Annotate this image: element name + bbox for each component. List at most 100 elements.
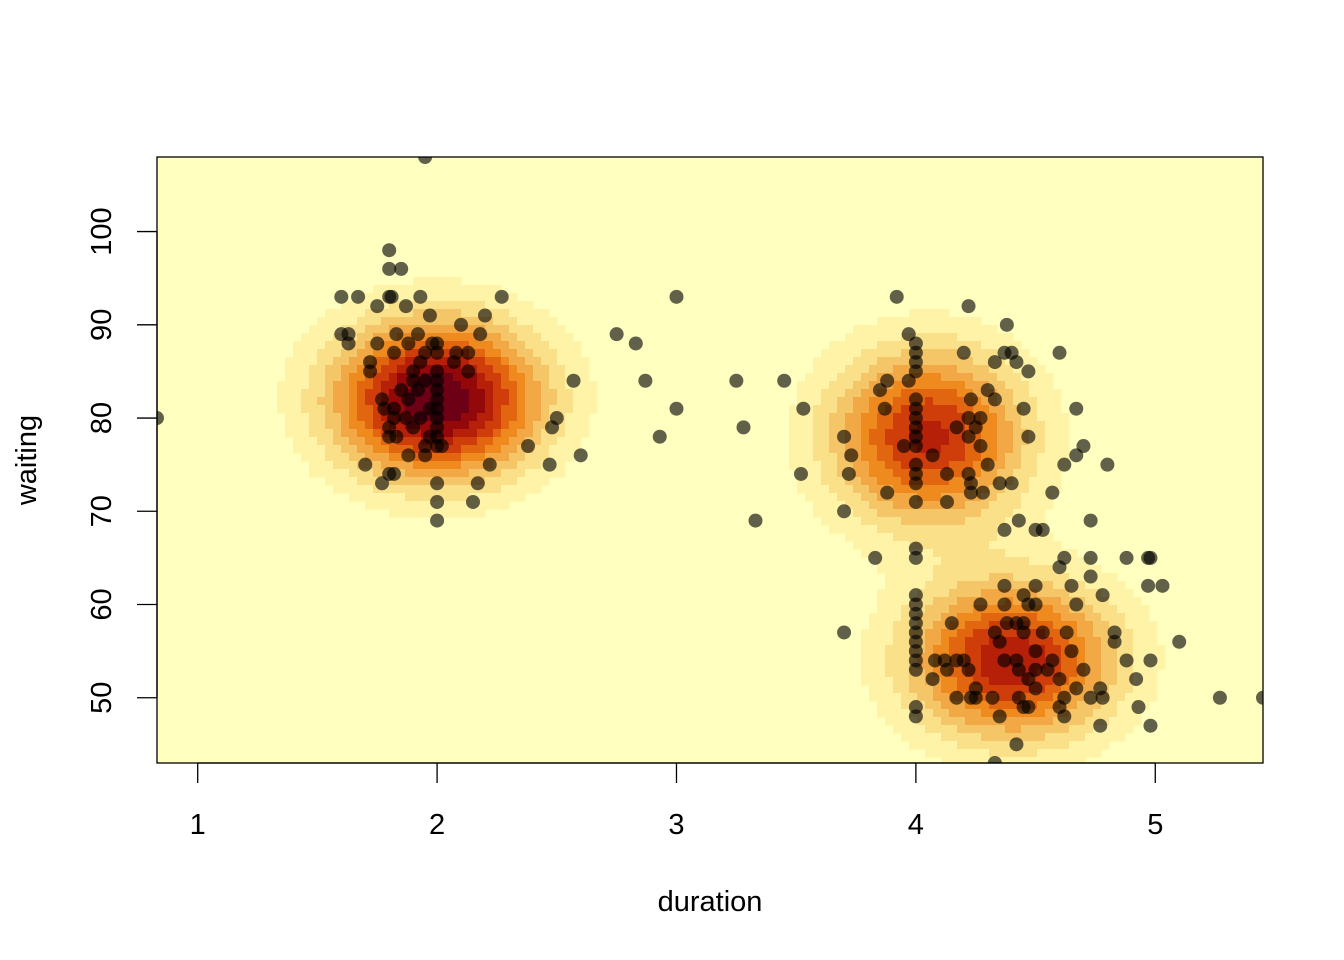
- density-cell: [981, 405, 990, 414]
- density-cell: [1053, 733, 1062, 742]
- density-cell: [373, 389, 382, 398]
- density-cell: [989, 405, 998, 414]
- density-cell: [933, 405, 942, 414]
- density-cell: [469, 453, 478, 462]
- density-cell: [957, 469, 966, 478]
- density-cell: [965, 629, 974, 638]
- density-cell: [373, 429, 382, 438]
- density-cell: [509, 317, 518, 326]
- density-cell: [397, 461, 406, 470]
- density-cell: [837, 445, 846, 454]
- density-cell: [365, 493, 374, 502]
- density-cell: [461, 445, 470, 454]
- density-cell: [325, 333, 334, 342]
- density-cell: [845, 501, 854, 510]
- density-cell: [1085, 709, 1094, 718]
- density-cell: [301, 429, 310, 438]
- density-cell: [1013, 685, 1022, 694]
- density-cell: [349, 421, 358, 430]
- density-cell: [1005, 573, 1014, 582]
- density-cell: [901, 421, 910, 430]
- data-point: [382, 261, 397, 276]
- density-cell: [957, 621, 966, 630]
- data-point: [889, 289, 904, 304]
- density-cell: [429, 357, 438, 366]
- density-cell: [869, 677, 878, 686]
- density-cell: [941, 565, 950, 574]
- density-cell: [877, 661, 886, 670]
- density-cell: [1013, 557, 1022, 566]
- density-cell: [349, 413, 358, 422]
- density-cell: [461, 301, 470, 310]
- density-cell: [405, 461, 414, 470]
- density-cell: [461, 501, 470, 510]
- density-cell: [893, 325, 902, 334]
- density-cell: [1029, 381, 1038, 390]
- density-cell: [1061, 437, 1070, 446]
- density-cell: [445, 333, 454, 342]
- density-cell: [1037, 557, 1046, 566]
- density-cell: [541, 381, 550, 390]
- data-point: [410, 383, 425, 398]
- density-cell: [877, 557, 886, 566]
- density-cell: [1005, 389, 1014, 398]
- density-cell: [1157, 653, 1166, 662]
- density-cell: [549, 405, 558, 414]
- data-point: [963, 392, 978, 407]
- density-cell: [1029, 373, 1038, 382]
- density-cell: [389, 485, 398, 494]
- data-point: [1095, 690, 1110, 705]
- density-cell: [1109, 733, 1118, 742]
- density-cell: [797, 381, 806, 390]
- density-cell: [885, 349, 894, 358]
- density-cell: [501, 453, 510, 462]
- density-cell: [821, 445, 830, 454]
- density-cell: [1037, 445, 1046, 454]
- density-cell: [1101, 573, 1110, 582]
- density-cell: [1005, 373, 1014, 382]
- density-cell: [493, 445, 502, 454]
- density-cell: [853, 445, 862, 454]
- density-cell: [989, 533, 998, 542]
- density-cell: [1037, 637, 1046, 646]
- density-cell: [861, 677, 870, 686]
- density-cell: [989, 573, 998, 582]
- density-cell: [877, 677, 886, 686]
- density-cell: [437, 301, 446, 310]
- x-tick-label: 5: [1147, 809, 1163, 841]
- density-cell: [941, 757, 950, 763]
- density-cell: [1029, 573, 1038, 582]
- density-cell: [421, 461, 430, 470]
- density-cell: [1029, 517, 1038, 526]
- density-cell: [973, 557, 982, 566]
- density-cell: [1021, 557, 1030, 566]
- data-point: [908, 439, 923, 454]
- density-cell: [357, 349, 366, 358]
- density-cell: [373, 437, 382, 446]
- density-cell: [477, 301, 486, 310]
- density-cell: [501, 485, 510, 494]
- density-cell: [829, 501, 838, 510]
- density-cell: [445, 397, 454, 406]
- density-cell: [549, 397, 558, 406]
- density-cell: [957, 541, 966, 550]
- density-cell: [1013, 437, 1022, 446]
- density-cell: [997, 373, 1006, 382]
- density-cell: [1125, 725, 1134, 734]
- density-cell: [941, 629, 950, 638]
- density-cell: [933, 421, 942, 430]
- density-cell: [1013, 413, 1022, 422]
- density-cell: [973, 717, 982, 726]
- density-cell: [1013, 445, 1022, 454]
- density-cell: [421, 301, 430, 310]
- density-cell: [445, 325, 454, 334]
- data-point: [389, 429, 404, 444]
- density-cell: [989, 661, 998, 670]
- density-cell: [877, 333, 886, 342]
- density-cell: [1013, 453, 1022, 462]
- density-cell: [1021, 685, 1030, 694]
- density-cell: [845, 373, 854, 382]
- data-point: [358, 457, 373, 472]
- density-cell: [869, 629, 878, 638]
- density-cell: [901, 317, 910, 326]
